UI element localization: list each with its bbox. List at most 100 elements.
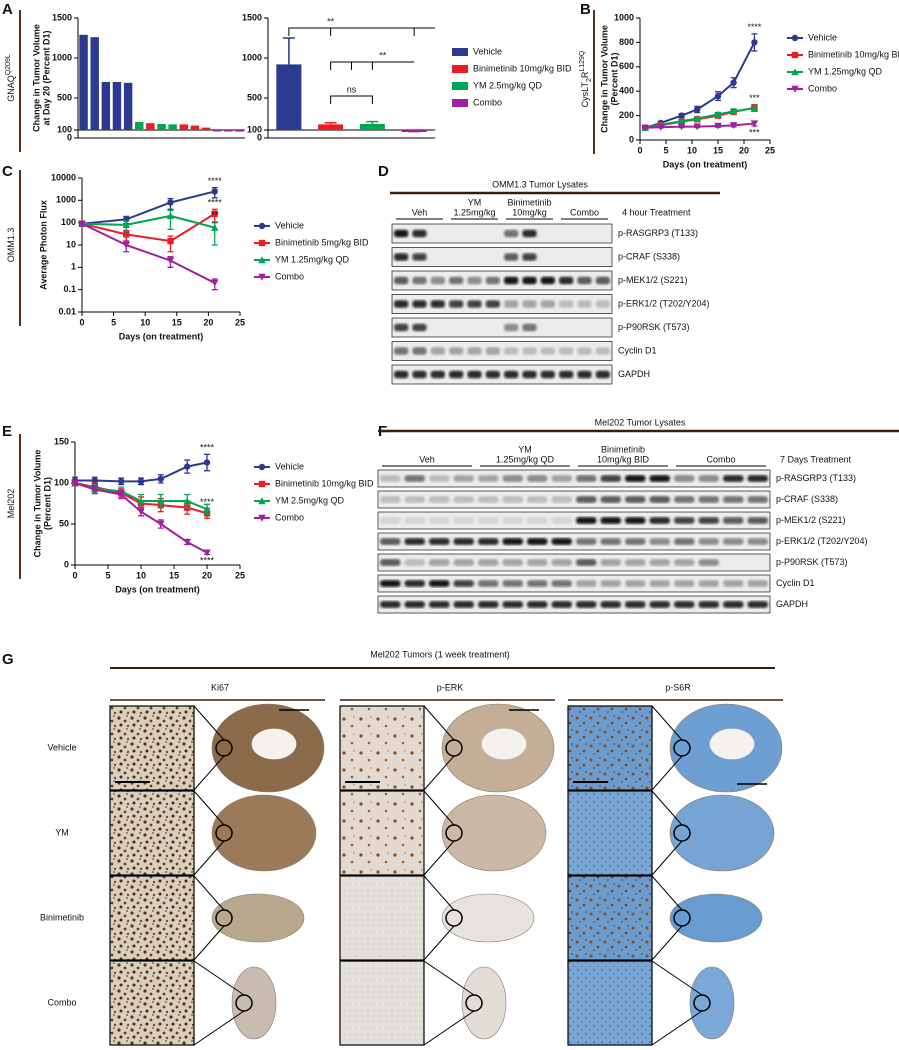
zoom-circle	[215, 909, 233, 927]
blot-band	[453, 538, 474, 545]
bar	[190, 125, 200, 130]
point	[677, 123, 686, 131]
panel-letter: C	[2, 163, 13, 180]
bar	[101, 82, 111, 130]
point	[122, 221, 130, 229]
blot-band	[674, 517, 695, 524]
row-label: p-CRAF (S338)	[776, 494, 838, 504]
group-label: Veh	[412, 207, 428, 217]
y-axis-label: Change in Tumor Volume	[31, 24, 41, 132]
micrograph	[109, 705, 195, 791]
point	[693, 123, 701, 131]
blot-band	[577, 300, 592, 308]
blot-band	[449, 276, 464, 285]
x-axis-label: Days (on treatment)	[119, 331, 204, 341]
blot-band	[551, 601, 572, 608]
blot-band	[380, 538, 401, 545]
point	[693, 114, 701, 122]
zoom-lines	[651, 875, 683, 961]
blot-band	[522, 276, 537, 285]
row-label: p-RASGRP3 (T133)	[618, 228, 698, 238]
blot-band	[394, 276, 409, 285]
blot-band	[502, 601, 523, 608]
x-tick-label: 0	[637, 145, 642, 155]
x-tick-label: 15	[713, 145, 723, 155]
legend-label: Vehicle	[473, 46, 502, 56]
x-tick-label: 15	[172, 317, 182, 327]
bar	[146, 123, 155, 130]
x-tick-label: 0	[79, 317, 84, 327]
y-tick-label: 50	[59, 518, 69, 528]
blot-band	[449, 300, 464, 308]
column-header: p-S6R	[665, 682, 691, 692]
significance-label: ****	[200, 497, 215, 507]
legend-marker	[791, 85, 799, 93]
micrograph	[339, 875, 425, 961]
significance-label: ****	[747, 22, 762, 32]
zoom-circle	[465, 994, 483, 1012]
micrograph	[109, 875, 195, 961]
blot-band	[404, 538, 425, 545]
blot-band	[576, 475, 597, 482]
row-label: YM	[55, 827, 69, 837]
legend-swatch	[452, 48, 468, 56]
blot-band	[380, 580, 401, 587]
zoom-circle	[235, 994, 253, 1012]
point	[211, 188, 218, 195]
zoom-lines	[423, 960, 475, 1046]
blot-band	[404, 601, 425, 608]
bar	[112, 82, 122, 130]
zoom-circle	[215, 824, 233, 842]
x-tick-label: 10	[687, 145, 697, 155]
point	[750, 120, 759, 128]
blot-band	[502, 538, 523, 545]
significance-label: ***	[749, 93, 760, 103]
bar	[224, 130, 233, 132]
blot-band	[504, 347, 519, 355]
blot-band	[502, 580, 523, 587]
y-tick-label: 150	[54, 436, 69, 446]
legend-marker	[258, 222, 266, 230]
blot-band	[674, 601, 695, 608]
blot-band	[698, 496, 719, 503]
x-tick-label: 5	[105, 570, 110, 580]
group-label: YM	[518, 444, 532, 454]
legend-marker	[258, 463, 266, 471]
blot-band	[600, 517, 621, 524]
legend-label: Vehicle	[275, 220, 304, 230]
y-axis-label: (Percent D1)	[42, 477, 52, 530]
treatment-label: 7 Days Treatment	[780, 454, 852, 464]
blot-band	[380, 475, 401, 482]
significance-label: ns	[347, 84, 357, 94]
point	[118, 478, 125, 485]
zoom-lines	[423, 790, 455, 876]
point	[157, 520, 165, 528]
blot-band	[404, 475, 425, 482]
y-tick-label: 100	[247, 124, 262, 134]
point	[157, 475, 164, 483]
blot-band	[429, 517, 450, 524]
blot-band	[522, 323, 537, 332]
group-label: YM	[468, 197, 482, 207]
column-header: Ki67	[211, 682, 229, 692]
panel-letter: E	[2, 423, 12, 440]
blot-band	[674, 580, 695, 587]
bar	[157, 124, 166, 130]
legend-marker	[791, 68, 799, 76]
side-label: OMM1.3	[6, 228, 16, 263]
legend-label: Vehicle	[808, 32, 837, 42]
blot-strip	[391, 247, 613, 267]
legend-label: YM 1.25mg/kg QD	[275, 254, 350, 264]
blot-strip	[377, 574, 771, 593]
point	[117, 491, 125, 499]
blot-band	[394, 370, 409, 379]
blot-band	[394, 323, 409, 332]
group-label: 1.25mg/kg	[453, 207, 495, 217]
blot-band	[674, 559, 695, 566]
y-axis-label: Change in Tumor Volume	[32, 450, 42, 558]
blot-band	[485, 300, 500, 308]
y-tick-label: 0.01	[58, 306, 76, 316]
micrograph	[567, 790, 653, 876]
blot-band	[453, 496, 474, 503]
blot-band	[478, 601, 499, 608]
